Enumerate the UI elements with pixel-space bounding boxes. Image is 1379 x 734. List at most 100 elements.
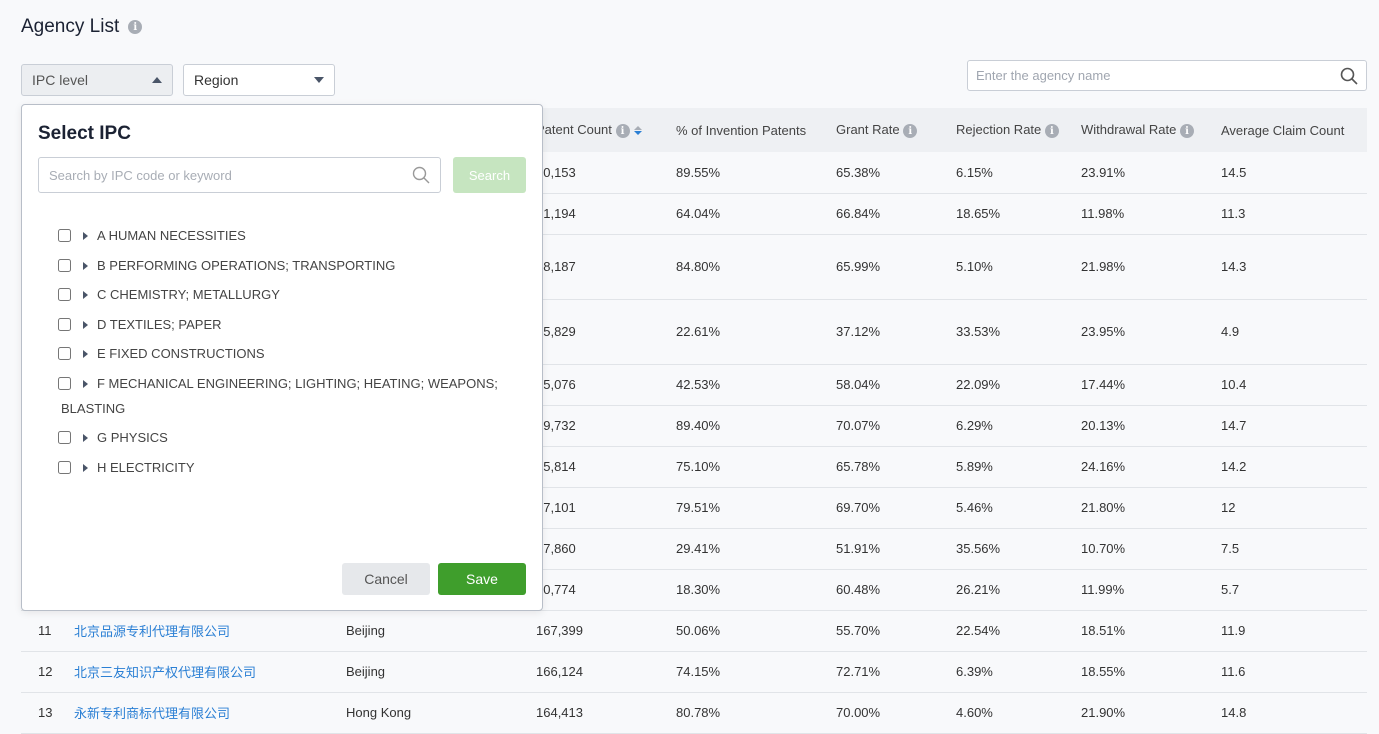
expand-caret-icon[interactable] <box>83 321 88 329</box>
cell-withdrawal: 11.98% <box>1081 193 1221 234</box>
cell-rejection: 22.09% <box>956 364 1081 405</box>
header-patent-count[interactable]: Patent Count i <box>536 108 676 152</box>
ipc-item-label: A HUMAN NECESSITIES <box>97 223 246 248</box>
search-icon <box>412 166 430 184</box>
table-row: 12北京三友知识产权代理有限公司Beijing166,12474.15%72.7… <box>21 651 1367 692</box>
cell-grant: 69.70% <box>836 487 956 528</box>
expand-caret-icon[interactable] <box>83 464 88 472</box>
cell-name[interactable]: 北京品源专利代理有限公司 <box>74 610 346 651</box>
caret-down-icon <box>314 77 324 83</box>
table-row: 13永新专利商标代理有限公司Hong Kong164,41380.78%70.0… <box>21 692 1367 733</box>
cell-count: 45,076 <box>536 364 676 405</box>
ipc-search-button[interactable]: Search <box>453 157 526 193</box>
cell-claims: 5.7 <box>1221 569 1367 610</box>
ipc-tree-item: G PHYSICS <box>58 425 518 450</box>
expand-caret-icon[interactable] <box>83 434 88 442</box>
ipc-checkbox[interactable] <box>58 288 71 301</box>
cell-withdrawal: 21.90% <box>1081 692 1221 733</box>
cell-count: 166,124 <box>536 651 676 692</box>
expand-caret-icon[interactable] <box>83 232 88 240</box>
header-grant-rate[interactable]: Grant Rate i <box>836 108 956 152</box>
cell-grant: 60.48% <box>836 569 956 610</box>
ipc-tree: A HUMAN NECESSITIES B PERFORMING OPERATIO… <box>58 223 518 484</box>
cell-withdrawal: 24.16% <box>1081 446 1221 487</box>
ipc-tree-item: C CHEMISTRY; METALLURGY <box>58 282 518 307</box>
cell-invention: 50.06% <box>676 610 836 651</box>
ipc-checkbox[interactable] <box>58 229 71 242</box>
cell-no: 13 <box>21 692 74 733</box>
cell-count: 09,732 <box>536 405 676 446</box>
expand-caret-icon[interactable] <box>83 291 88 299</box>
caret-up-icon <box>152 77 162 83</box>
cell-no: 12 <box>21 651 74 692</box>
ipc-checkbox[interactable] <box>58 461 71 474</box>
cell-rejection: 35.56% <box>956 528 1081 569</box>
region-label: Region <box>194 72 238 88</box>
expand-caret-icon[interactable] <box>83 262 88 270</box>
cell-name[interactable]: 永新专利商标代理有限公司 <box>74 692 346 733</box>
ipc-checkbox[interactable] <box>58 318 71 331</box>
ipc-item-label: F MECHANICAL ENGINEERING; LIGHTING; HEAT… <box>61 371 518 421</box>
cancel-button[interactable]: Cancel <box>342 563 430 595</box>
search-icon[interactable] <box>1340 67 1358 85</box>
cell-withdrawal: 18.51% <box>1081 610 1221 651</box>
info-icon[interactable]: i <box>128 20 142 34</box>
cell-withdrawal: 10.70% <box>1081 528 1221 569</box>
cell-count: 70,774 <box>536 569 676 610</box>
ipc-tree-item: A HUMAN NECESSITIES <box>58 223 518 248</box>
sort-icon[interactable] <box>634 126 642 135</box>
cell-rejection: 18.65% <box>956 193 1081 234</box>
ipc-checkbox[interactable] <box>58 431 71 444</box>
save-button[interactable]: Save <box>438 563 526 595</box>
cell-invention: 74.15% <box>676 651 836 692</box>
cell-count: 61,194 <box>536 193 676 234</box>
ipc-level-select[interactable]: IPC level <box>21 64 173 96</box>
cell-rejection: 4.60% <box>956 692 1081 733</box>
cell-name[interactable]: 北京三友知识产权代理有限公司 <box>74 651 346 692</box>
ipc-search-input[interactable] <box>49 168 389 183</box>
info-icon: i <box>903 124 917 138</box>
cell-grant: 70.00% <box>836 692 956 733</box>
cell-claims: 14.5 <box>1221 152 1367 193</box>
cell-claims: 12 <box>1221 487 1367 528</box>
cell-rejection: 5.89% <box>956 446 1081 487</box>
header-average-claims[interactable]: Average Claim Count <box>1221 108 1367 152</box>
cell-claims: 7.5 <box>1221 528 1367 569</box>
cell-region: Hong Kong <box>346 692 536 733</box>
ipc-item-label: E FIXED CONSTRUCTIONS <box>97 341 265 366</box>
cell-invention: 89.55% <box>676 152 836 193</box>
ipc-checkbox[interactable] <box>58 259 71 272</box>
ipc-item-label: H ELECTRICITY <box>97 455 195 480</box>
header-invention[interactable]: % of Invention Patents <box>676 108 836 152</box>
cell-region: Beijing <box>346 610 536 651</box>
ipc-checkbox[interactable] <box>58 347 71 360</box>
cell-count: 00,153 <box>536 152 676 193</box>
cell-grant: 66.84% <box>836 193 956 234</box>
cell-grant: 65.38% <box>836 152 956 193</box>
ipc-tree-item: B PERFORMING OPERATIONS; TRANSPORTING <box>58 253 518 278</box>
cell-invention: 64.04% <box>676 193 836 234</box>
cell-claims: 10.4 <box>1221 364 1367 405</box>
cell-claims: 4.9 <box>1221 299 1367 364</box>
cell-grant: 58.04% <box>836 364 956 405</box>
cell-invention: 79.51% <box>676 487 836 528</box>
cell-invention: 18.30% <box>676 569 836 610</box>
cell-claims: 14.8 <box>1221 692 1367 733</box>
ipc-search-field <box>38 157 441 193</box>
cell-count: 97,101 <box>536 487 676 528</box>
expand-caret-icon[interactable] <box>83 350 88 358</box>
cell-invention: 22.61% <box>676 299 836 364</box>
header-withdrawal-rate[interactable]: Withdrawal Rate i <box>1081 108 1221 152</box>
region-select[interactable]: Region <box>183 64 335 96</box>
cell-rejection: 5.10% <box>956 234 1081 299</box>
info-icon: i <box>1180 124 1194 138</box>
cell-invention: 84.80% <box>676 234 836 299</box>
cell-claims: 11.3 <box>1221 193 1367 234</box>
ipc-tree-item: E FIXED CONSTRUCTIONS <box>58 341 518 366</box>
header-rejection-rate[interactable]: Rejection Rate i <box>956 108 1081 152</box>
cell-invention: 89.40% <box>676 405 836 446</box>
page-title-text: Agency List <box>21 16 119 38</box>
cell-count: 18,187 <box>536 234 676 299</box>
ipc-tree-item: D TEXTILES; PAPER <box>58 312 518 337</box>
agency-search-input[interactable] <box>976 68 1316 83</box>
